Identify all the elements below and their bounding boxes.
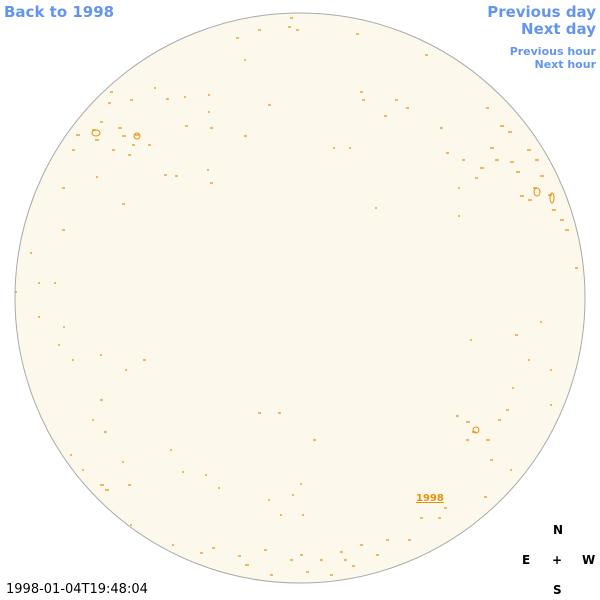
active-region bbox=[91, 129, 101, 137]
compass-south: S bbox=[553, 583, 562, 597]
compass-center: + bbox=[552, 553, 563, 567]
previous-hour-link[interactable]: Previous hour bbox=[509, 45, 596, 58]
active-region bbox=[133, 132, 141, 140]
year-label-link[interactable]: 1998 bbox=[416, 493, 444, 504]
active-region bbox=[549, 192, 555, 204]
next-day-link[interactable]: Next day bbox=[521, 20, 596, 38]
previous-day-link[interactable]: Previous day bbox=[487, 3, 596, 21]
next-hour-link[interactable]: Next hour bbox=[534, 58, 597, 71]
compass-east: E bbox=[522, 553, 531, 567]
solar-disk bbox=[14, 12, 586, 584]
active-region bbox=[472, 426, 480, 434]
timestamp: 1998-01-04T19:48:04 bbox=[6, 582, 148, 597]
compass-north: N bbox=[553, 523, 564, 537]
compass-west: W bbox=[582, 553, 596, 567]
back-link[interactable]: Back to 1998 bbox=[4, 3, 115, 21]
active-region bbox=[533, 187, 541, 197]
